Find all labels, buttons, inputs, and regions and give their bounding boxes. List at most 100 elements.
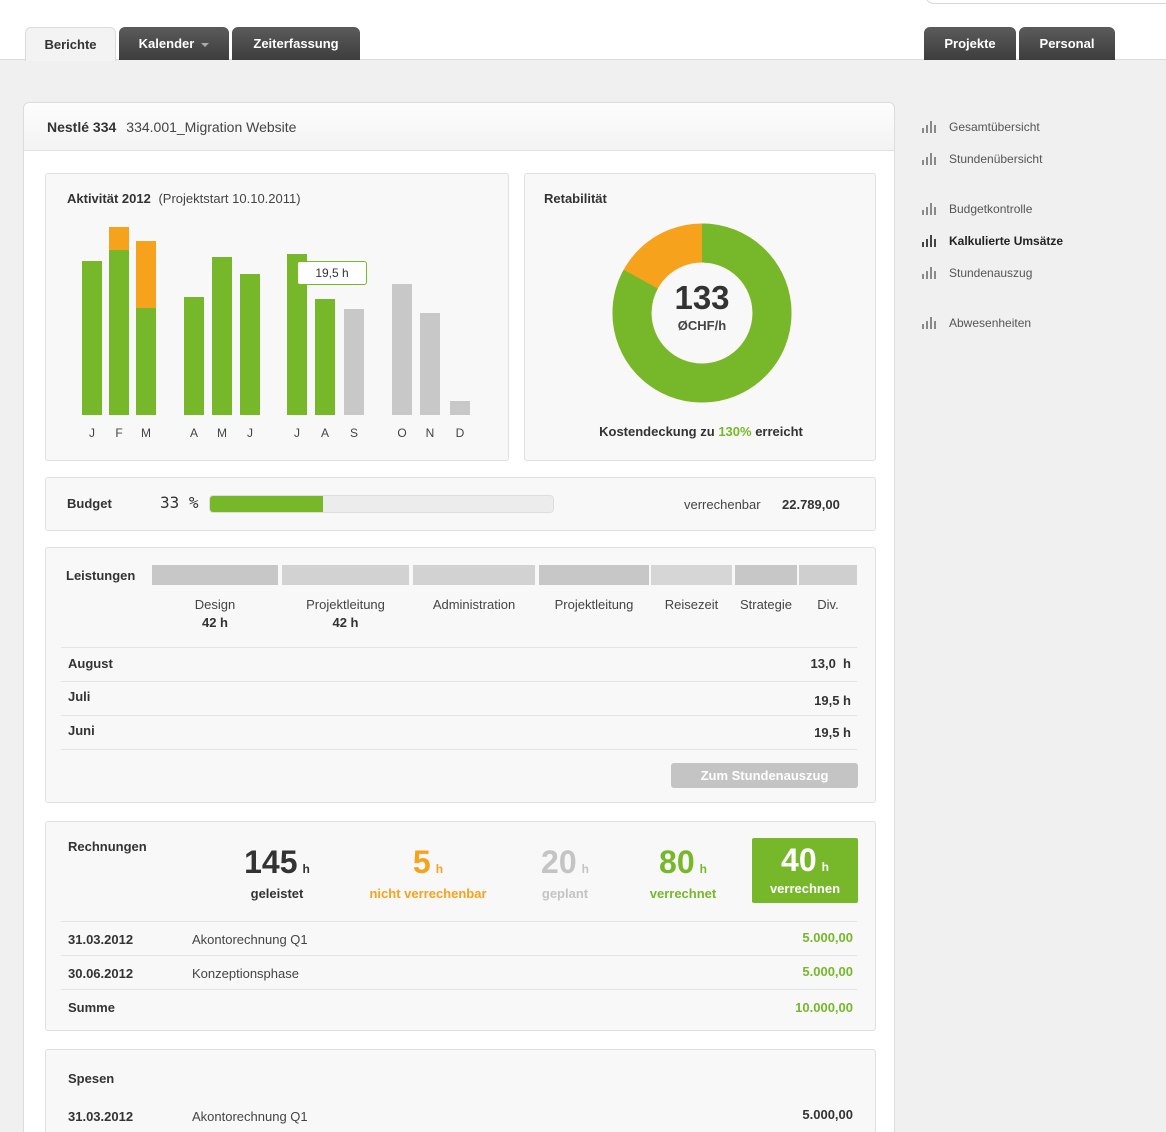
sidebar-item[interactable]: Abwesenheiten — [922, 316, 1031, 330]
tab-projekte[interactable]: Projekte — [924, 27, 1016, 60]
service-name: Div. — [817, 597, 839, 612]
leistungen-label: Leistungen — [66, 568, 136, 583]
project-report-card: Nestlé 334 334.001_Migration Website Akti… — [23, 102, 895, 1132]
service-bar[interactable] — [152, 565, 278, 585]
stat-3: 80 h verrechnet — [603, 842, 763, 904]
stat-label: geplant — [541, 886, 589, 901]
project-name: 334.001_Migration Website — [126, 119, 297, 135]
search-input[interactable] — [925, 0, 1166, 4]
donut-value: 133 — [674, 279, 730, 316]
chart-bar[interactable] — [136, 308, 156, 415]
stat-unit: h — [302, 862, 310, 876]
tab-personal[interactable]: Personal — [1019, 27, 1115, 60]
tab-berichte[interactable]: Berichte — [25, 27, 116, 61]
stat-value: 20 — [541, 844, 577, 880]
bar-chart-icon — [922, 267, 938, 279]
service-name: Design — [194, 597, 236, 612]
bar-chart-icon — [922, 153, 938, 165]
tab-label: Kalender — [138, 36, 195, 51]
caption-percent: 130% — [718, 424, 752, 439]
expense-date: 31.03.2012 — [68, 1109, 134, 1124]
month-label: Juni — [68, 723, 95, 738]
stat-label: verrechnet — [649, 886, 717, 901]
divider — [61, 681, 857, 682]
stat-number: 80 h — [603, 844, 763, 881]
donut-unit: ØCHF/h — [677, 318, 727, 333]
service-bar[interactable] — [799, 565, 857, 585]
service-bar[interactable] — [651, 565, 732, 585]
bar-chart-icon — [922, 317, 938, 329]
stat-unit: h — [435, 862, 444, 876]
stat-unit: h — [821, 860, 829, 874]
chart-bar[interactable] — [240, 274, 260, 415]
x-tick-label: A — [321, 426, 329, 440]
x-tick-label: J — [247, 426, 253, 440]
chart-bar[interactable] — [109, 227, 129, 250]
chart-bar[interactable] — [184, 297, 204, 415]
sidebar-item[interactable]: Gesamtübersicht — [922, 120, 1040, 134]
service-name: Reisezeit — [664, 597, 719, 612]
donut-segment-green — [612, 223, 792, 403]
service-bar[interactable] — [282, 565, 409, 585]
x-tick-label: M — [217, 426, 227, 440]
stat-value: 80 — [659, 844, 695, 880]
chart-bar[interactable] — [344, 309, 364, 415]
stat-label: verrechnen — [769, 881, 841, 896]
stat-value: 40 — [781, 842, 817, 878]
service-bar[interactable] — [735, 565, 797, 585]
page-title: Nestlé 334 334.001_Migration Website — [47, 119, 296, 135]
budget-panel: Budget 33 % verrechenbar 22.789,00 — [45, 477, 876, 531]
x-tick-label: S — [350, 426, 358, 440]
service-bar[interactable] — [413, 565, 535, 585]
spesen-label: Spesen — [68, 1071, 115, 1086]
expense-amount: 5.000,00 — [802, 1107, 853, 1122]
chart-bar[interactable] — [82, 261, 102, 415]
sidebar-item[interactable]: Budgetkontrolle — [922, 202, 1032, 216]
stat-value: 145 — [244, 844, 298, 880]
activity-panel: Aktivität 2012 (Projektstart 10.10.2011)… — [45, 173, 509, 461]
caption-pre: Kostendeckung zu — [599, 424, 715, 439]
rechnungen-panel: Rechnungen 145 h geleistet 5 h nicht verreche… — [45, 821, 876, 1031]
tab-label: Berichte — [44, 37, 97, 52]
chart-bar[interactable] — [109, 250, 129, 415]
service-bar[interactable] — [539, 565, 649, 585]
stat-number: 20 h — [485, 844, 645, 881]
x-tick-label: J — [89, 426, 95, 440]
chart-bar[interactable] — [392, 284, 412, 415]
chart-bar[interactable] — [315, 299, 335, 415]
service-name: Projektleitung — [306, 597, 385, 612]
verrechenbar-label: verrechenbar — [684, 497, 761, 512]
chart-bar[interactable] — [287, 254, 307, 415]
tab-zeiterfassung[interactable]: Zeiterfassung — [232, 27, 360, 60]
sidebar-item[interactable]: Stundenübersicht — [922, 152, 1042, 166]
chart-bar[interactable] — [420, 313, 440, 415]
chart-tooltip: 19,5 h — [297, 261, 367, 285]
service-name: Strategie — [739, 597, 793, 612]
x-tick-label: O — [397, 426, 406, 440]
tab-kalender[interactable]: Kalender — [119, 27, 229, 60]
chart-bar[interactable] — [450, 401, 470, 415]
stundenauszug-button[interactable]: Zum Stundenauszug — [671, 763, 858, 788]
spesen-panel: Spesen 31.03.2012 Akontorechnung Q1 5.000,… — [45, 1049, 876, 1132]
hours-value: 19,5 h — [814, 725, 851, 740]
divider — [61, 715, 857, 716]
chevron-down-icon — [201, 42, 210, 47]
stat-number: 145 h — [197, 844, 357, 881]
sidebar-item[interactable]: Stundenauszug — [922, 266, 1032, 280]
stat-value: 5 — [412, 844, 431, 880]
stat-unit: h — [581, 862, 589, 876]
bar-chart-icon — [922, 203, 938, 215]
rechnungen-label: Rechnungen — [68, 839, 147, 854]
sum-label: Summe — [68, 1000, 115, 1015]
divider — [61, 955, 857, 956]
verrechnen-button[interactable]: 40 h verrechnen — [752, 838, 858, 903]
sidebar-item-label: Stundenauszug — [949, 266, 1033, 280]
chart-bar[interactable] — [212, 257, 232, 415]
sidebar-item[interactable]: Kalkulierte Umsätze — [922, 234, 1063, 248]
chart-bar[interactable] — [136, 241, 156, 308]
activity-heading: Aktivität 2012 (Projektstart 10.10.2011) — [67, 191, 301, 206]
service-name: Administration — [432, 597, 516, 612]
sidebar-item-label: Stundenübersicht — [949, 152, 1043, 166]
